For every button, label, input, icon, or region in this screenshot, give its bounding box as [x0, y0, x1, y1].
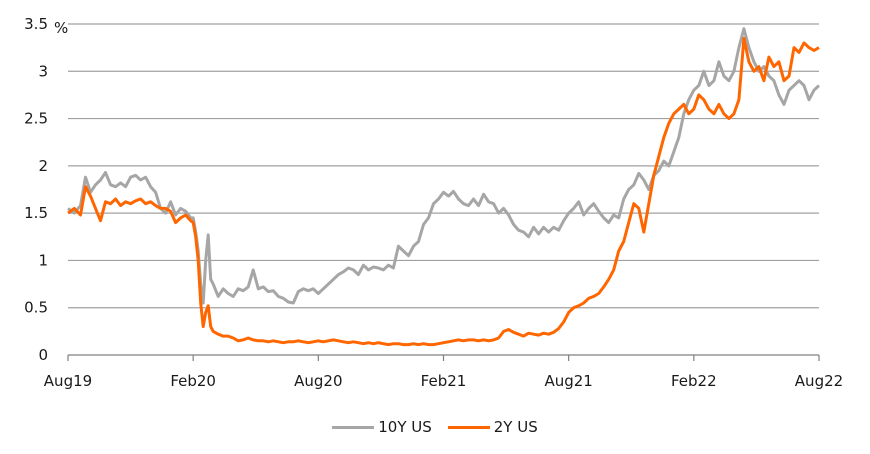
- y-tick-label: 2.5: [24, 110, 48, 128]
- y-axis-ticks: 0 0.5 1 1.5 2 2.5 3 3.5: [24, 15, 48, 364]
- y-tick-label: 0.5: [24, 299, 48, 317]
- legend-item-10y: 10Y US: [332, 418, 432, 436]
- legend-item-2y: 2Y US: [447, 418, 538, 436]
- y-tick-label: 3.5: [24, 15, 48, 33]
- y-tick-label: 0: [38, 346, 48, 364]
- legend-label-10y: 10Y US: [378, 418, 432, 436]
- x-tick-label: Feb21: [421, 372, 467, 390]
- legend-swatch-2y: [447, 425, 490, 429]
- series-lines: [67, 27, 821, 347]
- x-tick-label: Feb20: [170, 372, 216, 390]
- series-line-2y: [67, 36, 820, 347]
- x-axis: Aug19 Feb20 Aug20 Feb21 Aug21 Feb22 Aug22: [44, 354, 843, 390]
- x-tick-label: Aug22: [795, 372, 843, 390]
- gridlines: [68, 23, 819, 309]
- y-tick-label: 3: [38, 62, 48, 80]
- legend-swatch-10y: [332, 425, 375, 429]
- legend-label-2y: 2Y US: [493, 418, 538, 436]
- y-axis-unit: %: [54, 19, 68, 37]
- legend: 10Y US 2Y US: [0, 418, 870, 436]
- y-tick-label: 1: [38, 251, 48, 269]
- x-tick-label: Feb22: [671, 372, 717, 390]
- y-tick-label: 1.5: [24, 204, 48, 222]
- x-tick-label: Aug20: [294, 372, 342, 390]
- line-chart: 00.511.522.533.5 % Aug19 Feb20 Aug20 Feb21 A…: [24, 15, 843, 390]
- x-tick-label: Aug19: [44, 372, 92, 390]
- y-tick-label: 2: [38, 157, 48, 175]
- x-tick-label: Aug21: [544, 372, 592, 390]
